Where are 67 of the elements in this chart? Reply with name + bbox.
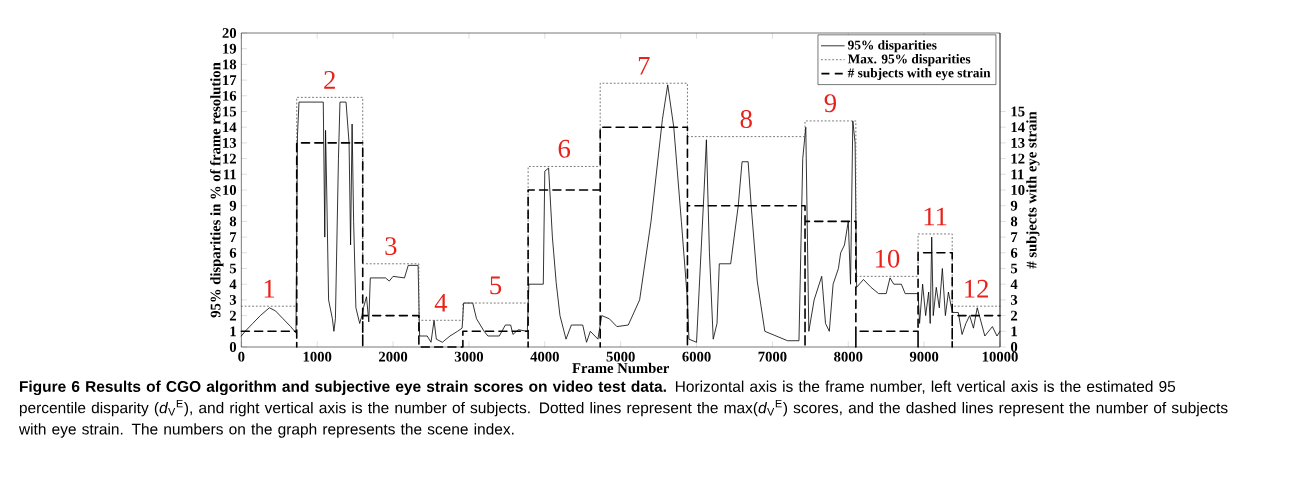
annotation: 8 <box>740 109 752 128</box>
annotation: 1 <box>264 279 275 298</box>
y-tick-label: 11 <box>223 169 236 180</box>
annotation: 10 <box>875 249 900 268</box>
y2-tick-label: 10 <box>1011 185 1025 195</box>
x-tick-label: 6000 <box>682 351 711 362</box>
y-tick-label: 6 <box>229 247 237 258</box>
legend-label: Max. 95% disparities <box>847 54 971 67</box>
y2-axis-title: # subjects with eye strain <box>1026 111 1040 269</box>
y2-tick-label: 3 <box>1010 294 1018 305</box>
y-tick-label: 19 <box>223 43 237 54</box>
y-tick-label: 0 <box>229 342 237 352</box>
y-tick-label: 14 <box>223 122 237 133</box>
y2-tick-label: 9 <box>1010 200 1018 211</box>
annotation: 12 <box>965 279 988 298</box>
y-tick-label: 2 <box>229 310 236 321</box>
x-tick-label: 9000 <box>909 351 939 362</box>
y2-tick-label: 12 <box>1011 153 1025 164</box>
x-axis-title: Frame Number <box>572 362 670 374</box>
x-tick-label: 4000 <box>530 351 559 362</box>
y-tick-label: 17 <box>223 75 237 85</box>
y-tick-label: 20 <box>222 28 237 38</box>
y-tick-label: 10 <box>223 185 237 195</box>
y-tick-label: 8 <box>229 216 237 227</box>
annotation: 3 <box>385 237 397 256</box>
y-tick-label: 15 <box>223 106 237 117</box>
x-tick-label: 10000 <box>982 351 1018 362</box>
y-tick-label: 9 <box>229 200 237 211</box>
x-tick-label: 2000 <box>379 351 408 362</box>
text: Figure 6 Results of CGO algorithm and subjective eye strain scores on video test data. Horizontal axis is the frame number, left vertical axis is the estimated 95 percentile disparity (d$_{V}$$^{E}$), and right vertical axis is the number of subjects. Dotted lines represent the max(d$_{V}$$^{E}$) scores, and the dashed lines represent the number of subjects with eye strain. The numbers on the graph represents the scene index. <box>18 380 1228 438</box>
y-tick-label: 3 <box>229 294 237 305</box>
x-tick-label: 0 <box>238 351 245 362</box>
x-tick-label: 1000 <box>303 351 332 362</box>
y-tick-label: 1 <box>230 326 236 337</box>
annotation: 9 <box>824 94 837 113</box>
y2-tick-label: 8 <box>1010 216 1018 227</box>
y2-tick-label: 5 <box>1010 263 1018 274</box>
x-tick-label: 7000 <box>758 351 787 362</box>
y2-tick-label: 1 <box>1011 326 1017 337</box>
y-tick-label: 12 <box>223 153 236 164</box>
legend-label: # subjects with eye strain <box>847 68 991 81</box>
x-tick-label: 8000 <box>834 351 863 362</box>
annotation: 11 <box>924 207 947 226</box>
y-tick-label: 13 <box>223 137 237 148</box>
x-tick-label: 3000 <box>454 351 484 362</box>
y2-tick-label: 13 <box>1011 137 1025 148</box>
y2-tick-label: 11 <box>1011 169 1024 180</box>
y2-tick-label: 4 <box>1010 279 1018 290</box>
y2-tick-label: 0 <box>1010 342 1018 352</box>
y-tick-label: 5 <box>229 263 237 274</box>
y-tick-label: 18 <box>223 59 237 70</box>
y-tick-label: 4 <box>229 279 237 290</box>
annotation: 7 <box>638 57 650 75</box>
y-tick-label: 16 <box>223 90 237 101</box>
y2-tick-label: 7 <box>1011 232 1018 242</box>
y-axis-title: 95% disparities in % of frame resolution <box>210 62 224 318</box>
annotation: 5 <box>490 276 502 295</box>
legend-label: 95% disparities <box>848 40 937 53</box>
y2-tick-label: 15 <box>1011 106 1025 117</box>
y2-tick-label: 6 <box>1010 247 1018 258</box>
annotation: 2 <box>324 71 335 89</box>
x-tick-label: 5000 <box>606 351 635 362</box>
annotation: 4 <box>434 294 448 312</box>
annotation: 6 <box>558 139 571 158</box>
y-tick-label: 7 <box>230 232 237 242</box>
y2-tick-label: 2 <box>1011 310 1018 321</box>
y2-tick-label: 14 <box>1011 122 1025 133</box>
